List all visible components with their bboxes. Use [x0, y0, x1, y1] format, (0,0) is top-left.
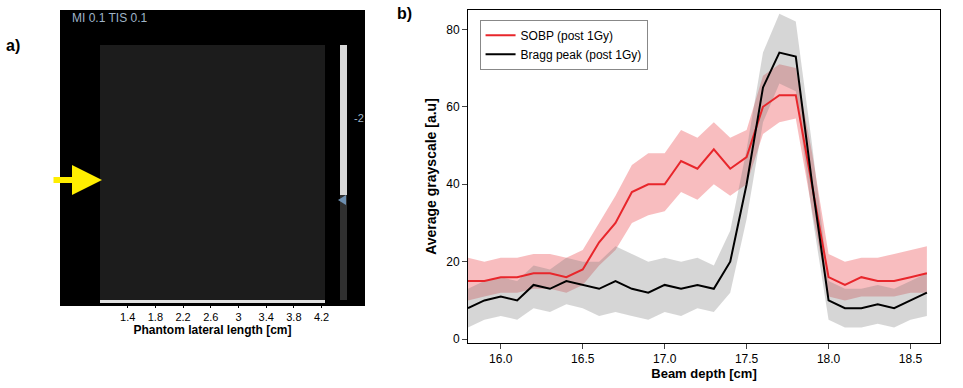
- svg-text:b): b): [397, 5, 412, 22]
- svg-text:4.2: 4.2: [314, 311, 329, 323]
- svg-text:17.5: 17.5: [735, 352, 759, 366]
- svg-text:3.4: 3.4: [259, 311, 274, 323]
- svg-text:MI 0.1 TIS 0.1: MI 0.1 TIS 0.1: [72, 11, 147, 25]
- svg-text:16.5: 16.5: [571, 352, 595, 366]
- svg-text:2.2: 2.2: [175, 311, 190, 323]
- svg-text:a): a): [6, 37, 20, 54]
- svg-text:SOBP (post 1Gy): SOBP (post 1Gy): [521, 29, 613, 43]
- svg-text:3.8: 3.8: [286, 311, 301, 323]
- svg-text:Bragg peak (post 1Gy): Bragg peak (post 1Gy): [521, 48, 642, 62]
- svg-text:3: 3: [235, 311, 241, 323]
- svg-text:16.0: 16.0: [489, 352, 513, 366]
- svg-text:0: 0: [453, 332, 460, 346]
- svg-text:Average grayscale [a.u]: Average grayscale [a.u]: [423, 98, 439, 255]
- svg-text:17.0: 17.0: [653, 352, 677, 366]
- svg-text:1.8: 1.8: [148, 311, 163, 323]
- svg-text:2.6: 2.6: [203, 311, 218, 323]
- svg-text:20: 20: [446, 255, 460, 269]
- svg-text:1.4: 1.4: [120, 311, 135, 323]
- svg-text:40: 40: [446, 177, 460, 191]
- svg-text:Beam depth [cm]: Beam depth [cm]: [651, 366, 756, 381]
- svg-text:80: 80: [446, 23, 460, 37]
- svg-text:18.0: 18.0: [817, 352, 841, 366]
- svg-text:18.5: 18.5: [899, 352, 923, 366]
- svg-text:60: 60: [446, 100, 460, 114]
- svg-text:-2: -2: [354, 112, 364, 124]
- svg-text:Phantom lateral length [cm]: Phantom lateral length [cm]: [133, 323, 291, 337]
